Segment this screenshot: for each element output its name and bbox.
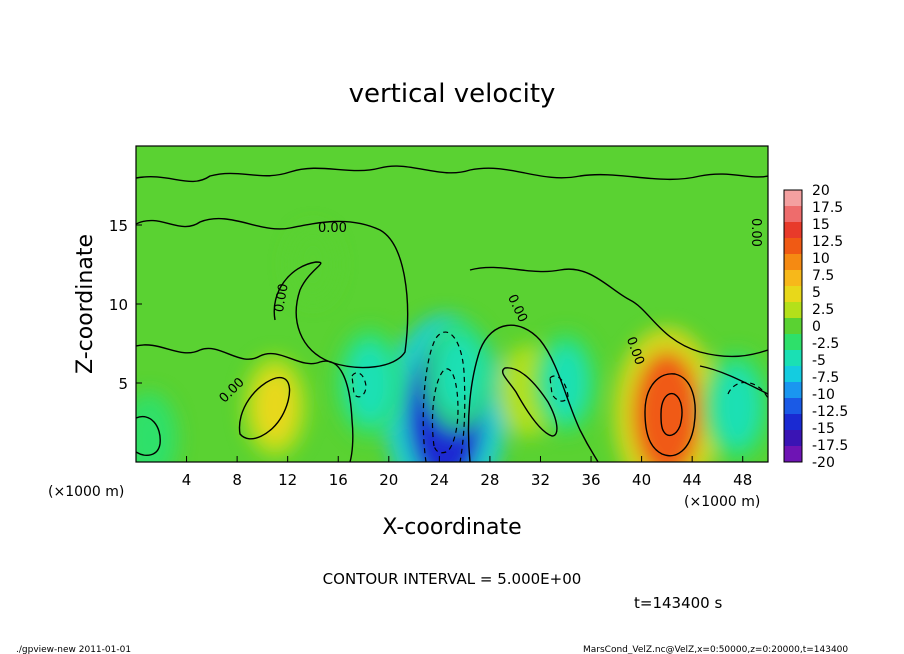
colorbar-label-0: 20 [812, 183, 830, 199]
colorbar-label-7: 2.5 [812, 302, 834, 318]
y-tick-label: 10 [109, 296, 128, 314]
zero-contour-upper [136, 165, 768, 183]
colorbar-swatch-0 [784, 190, 802, 207]
contour-lower-right [699, 365, 768, 395]
colorbar-swatch-13 [784, 398, 802, 415]
field-core-6 [714, 366, 759, 447]
colorbar-swatch-11 [784, 366, 802, 383]
colorbar-swatch-1 [784, 206, 802, 223]
x-unit-label-right: (×1000 m) [684, 494, 760, 510]
x-tick-label: 12 [278, 471, 297, 489]
colorbar-label-13: -12.5 [812, 404, 848, 420]
contour-high-right [660, 392, 683, 437]
field-core-1 [633, 352, 701, 462]
zero-contour-mid [136, 217, 409, 369]
field-core-5 [347, 343, 392, 423]
contour-bottom-left [136, 415, 161, 456]
x-tick-label: 36 [581, 471, 600, 489]
colorbar-label-4: 10 [812, 251, 830, 267]
colorbar-swatch-16 [784, 446, 802, 463]
contour-negative-mid [549, 375, 569, 402]
colorbar-swatch-10 [784, 350, 802, 367]
field-core-4 [436, 335, 481, 416]
zero-contour-low-center [467, 324, 599, 462]
x-tick-label: 8 [232, 471, 242, 489]
y-axis: 5 10 15 [109, 217, 142, 393]
contour-interval-label: CONTOUR INTERVAL = 5.000E+00 [323, 570, 582, 588]
y-axis-label: Z-coordinate [73, 234, 98, 374]
contour-label-zero-1: 0.00 [318, 221, 347, 236]
colorbar-label-6: 5 [812, 285, 821, 301]
field-core-8 [297, 237, 329, 292]
colorbar-swatch-5 [784, 270, 802, 287]
contour-label-zero-2: 0.00 [272, 282, 292, 313]
x-tick-label: 44 [683, 471, 702, 489]
chart-title: vertical velocity [349, 79, 556, 109]
x-unit-label-left: (×1000 m) [48, 484, 124, 500]
contour-label-zero-6: 0.00 [748, 218, 763, 247]
zero-contour-positive-left [238, 377, 291, 440]
field-core-7 [545, 346, 587, 420]
colorbar-label-14: -15 [812, 421, 835, 437]
colorbar-swatch-2 [784, 222, 802, 239]
zero-contour-right [469, 266, 768, 358]
field-core-2 [254, 369, 296, 444]
x-tick-label: 24 [430, 471, 449, 489]
plot-area: 0.00 0.00 0.00 0.00 0.00 0.00 [136, 146, 768, 462]
colorbar-swatch-12 [784, 382, 802, 399]
footer-left: ./gpview-new 2011-01-01 [16, 645, 131, 654]
colorbar-label-9: -2.5 [812, 336, 839, 352]
x-tick-label: 48 [733, 471, 752, 489]
x-axis-label: X-coordinate [382, 515, 521, 540]
x-tick-label: 32 [531, 471, 550, 489]
colorbar-label-10: -5 [812, 353, 826, 369]
x-tick-label: 16 [329, 471, 348, 489]
colorbar-frame [783, 189, 803, 463]
time-label: t=143400 s [634, 594, 722, 612]
contour-negative-right [727, 381, 768, 399]
x-tick-label: 28 [480, 471, 499, 489]
colorbar-label-8: 0 [812, 319, 821, 335]
x-tick-label: 4 [182, 471, 192, 489]
x-axis: 4 8 12 16 20 24 28 32 36 40 44 48 [182, 456, 752, 489]
colorbar-label-15: -17.5 [812, 438, 848, 454]
colorbar-swatch-3 [784, 238, 802, 255]
contour-negative-center-inner [431, 368, 459, 454]
colorbar: 2017.51512.5107.552.50-2.5-5-7.5-10-12.5… [783, 183, 848, 471]
zero-contours [136, 165, 768, 462]
colorbar-swatch-6 [784, 286, 802, 303]
colorbar-label-12: -10 [812, 387, 835, 403]
zero-contour-low-left [136, 344, 354, 462]
zero-contour-positive-mid [501, 367, 558, 437]
zero-contour-positive-right [644, 373, 696, 457]
colorbar-swatch-9 [784, 334, 802, 351]
colorbar-swatch-15 [784, 430, 802, 447]
colorbar-label-1: 17.5 [812, 200, 843, 216]
velocity-field [136, 226, 768, 462]
colorbar-label-2: 15 [812, 217, 830, 233]
colorbar-swatch-8 [784, 318, 802, 335]
colorbar-label-3: 12.5 [812, 234, 843, 250]
colorbar-label-11: -7.5 [812, 370, 839, 386]
colorbar-swatch-4 [784, 254, 802, 271]
footer-right: MarsCond_VelZ.nc@VelZ,x=0:50000,z=0:2000… [583, 645, 848, 654]
x-tick-label: 20 [379, 471, 398, 489]
contour-negative-left [351, 372, 367, 398]
colorbar-label-16: -20 [812, 455, 835, 471]
colorbar-swatch-7 [784, 302, 802, 319]
colorbar-swatch-14 [784, 414, 802, 431]
x-tick-label: 40 [632, 471, 651, 489]
negative-contours [351, 331, 768, 462]
y-tick-label: 15 [109, 217, 128, 235]
y-tick-label: 5 [118, 375, 128, 393]
colorbar-label-5: 7.5 [812, 268, 834, 284]
